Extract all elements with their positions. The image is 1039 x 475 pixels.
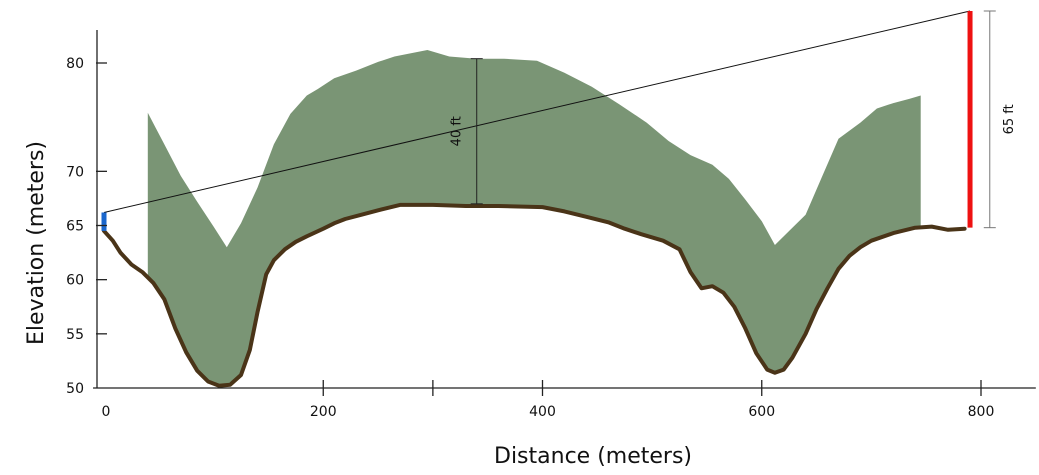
x-tick-label-400: 400 <box>529 404 556 420</box>
y-tick-label-50: 50 <box>66 381 84 397</box>
y-tick-label-60: 60 <box>66 273 84 289</box>
axes-layer: 0 200 400 600 800 50 55 60 65 70 80 <box>66 30 1036 420</box>
x-tick-label-0: 0 <box>102 404 111 420</box>
ground-profile-layer <box>102 202 967 388</box>
sightline-layer <box>101 10 973 231</box>
ground-profile-line <box>102 202 967 388</box>
y-tick-label-65: 65 <box>66 219 84 235</box>
y-axis-title: Elevation (meters) <box>24 141 49 345</box>
sightline <box>103 10 971 213</box>
dimension-label-0: 40 ft <box>449 116 464 146</box>
x-tick-label-800: 800 <box>968 404 995 420</box>
annotation-layer: 40 ft 65 ft <box>449 10 1017 229</box>
viewshed-area-layer <box>147 50 921 386</box>
x-tick-label-200: 200 <box>310 404 337 420</box>
y-tick-label-70: 70 <box>66 164 84 180</box>
y-tick-label-80: 80 <box>66 56 84 72</box>
x-tick-label-600: 600 <box>748 404 775 420</box>
viewshed-area <box>147 50 921 386</box>
dimension-label-1: 65 ft <box>1002 104 1017 134</box>
y-tick-label-55: 55 <box>66 327 84 343</box>
x-axis-title: Distance (meters) <box>494 444 692 469</box>
